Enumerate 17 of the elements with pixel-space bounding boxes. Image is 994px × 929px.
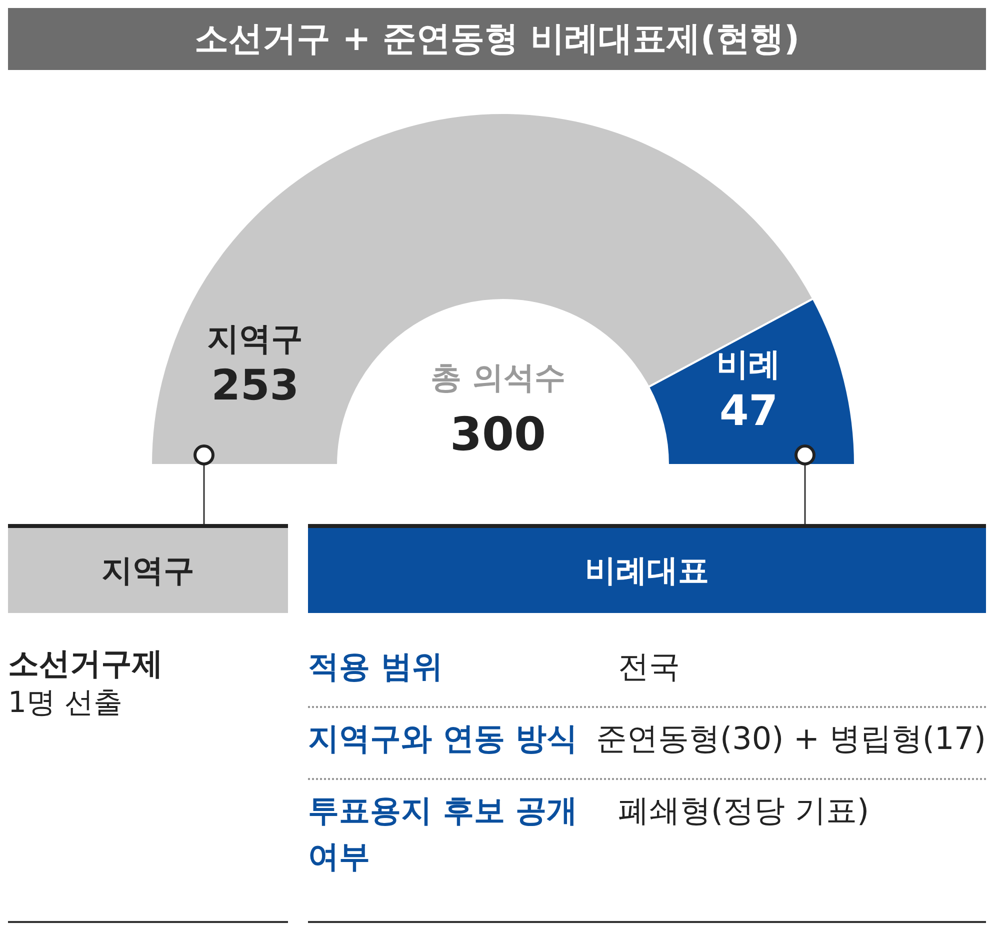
text: 비례대표	[308, 524, 986, 613]
slice-label: 지역구	[207, 320, 304, 358]
text: 지역구	[8, 524, 288, 613]
chart-title: 소선거구 + 준연동형 비례대표제(현행)	[8, 8, 986, 70]
text: 소선거구제	[8, 645, 163, 684]
text: 준연동형(30) + 병립형(17)	[596, 720, 986, 759]
text: 지역구와 연동 방식	[308, 720, 579, 759]
text: 전국	[618, 648, 681, 687]
text: 적용 범위	[308, 648, 444, 687]
text: 1명 선출	[8, 684, 123, 721]
text: 투표용지 후보 공개 여부	[308, 792, 579, 877]
text: 총 의석수	[430, 360, 566, 396]
data-label: 47	[719, 386, 778, 436]
text: 300	[450, 407, 546, 461]
text: 폐쇄형(정당 기표)	[618, 792, 870, 831]
data-label: 253	[211, 360, 299, 410]
slice-label: 비례	[716, 345, 781, 384]
